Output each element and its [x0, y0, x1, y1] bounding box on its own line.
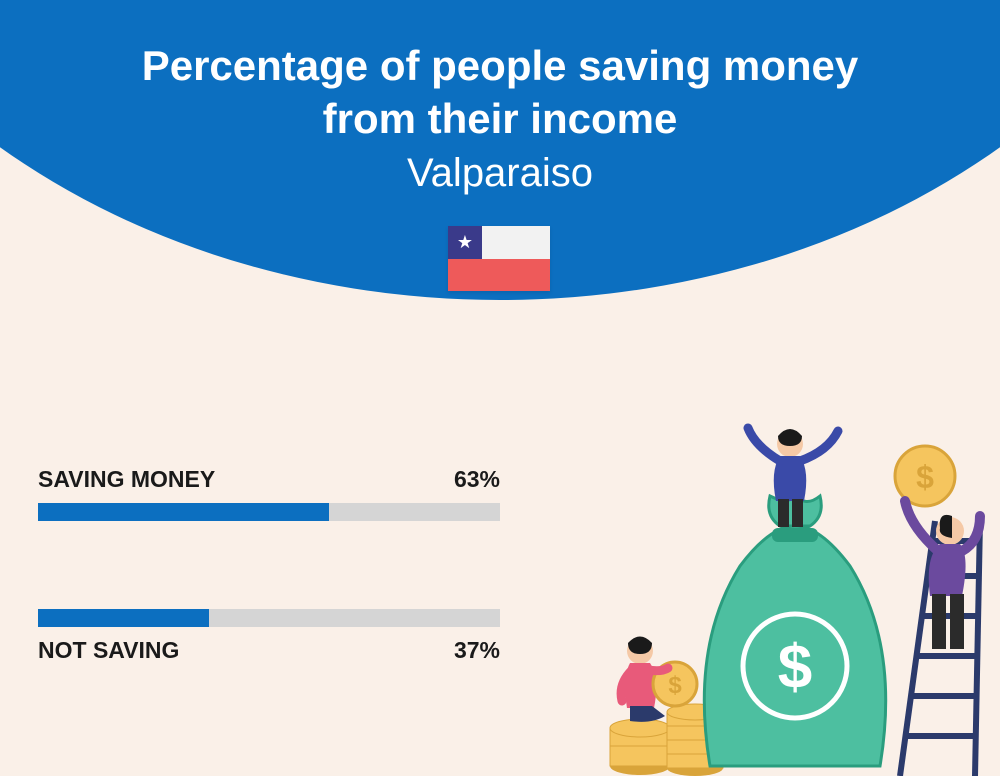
title-line-2: from their income	[0, 93, 1000, 146]
savings-illustration: $ $	[580, 416, 1000, 776]
bar-value: 63%	[454, 466, 500, 493]
person-top-icon	[748, 428, 838, 527]
bar-track	[38, 503, 500, 521]
svg-text:$: $	[916, 459, 934, 495]
infographic-canvas: Percentage of people saving money from t…	[0, 0, 1000, 776]
header: Percentage of people saving money from t…	[0, 40, 1000, 196]
subtitle: Valparaiso	[0, 151, 1000, 196]
bar-label: NOT SAVING	[38, 637, 179, 664]
bar-label: SAVING MONEY	[38, 466, 215, 493]
bars-section: SAVING MONEY 63% NOT SAVING 37%	[38, 466, 500, 752]
bar-saving-money: SAVING MONEY 63%	[38, 466, 500, 521]
title-line-1: Percentage of people saving money	[0, 40, 1000, 93]
star-icon: ★	[457, 233, 473, 251]
money-bag-icon: $	[704, 494, 885, 766]
bar-fill	[38, 609, 209, 627]
title: Percentage of people saving money from t…	[0, 40, 1000, 145]
bar-not-saving: NOT SAVING 37%	[38, 609, 500, 664]
chile-flag-icon: ★	[448, 226, 550, 291]
bar-value: 37%	[454, 637, 500, 664]
bar-fill	[38, 503, 329, 521]
svg-text:$: $	[668, 672, 682, 699]
bar-track	[38, 609, 500, 627]
svg-text:$: $	[778, 633, 812, 702]
